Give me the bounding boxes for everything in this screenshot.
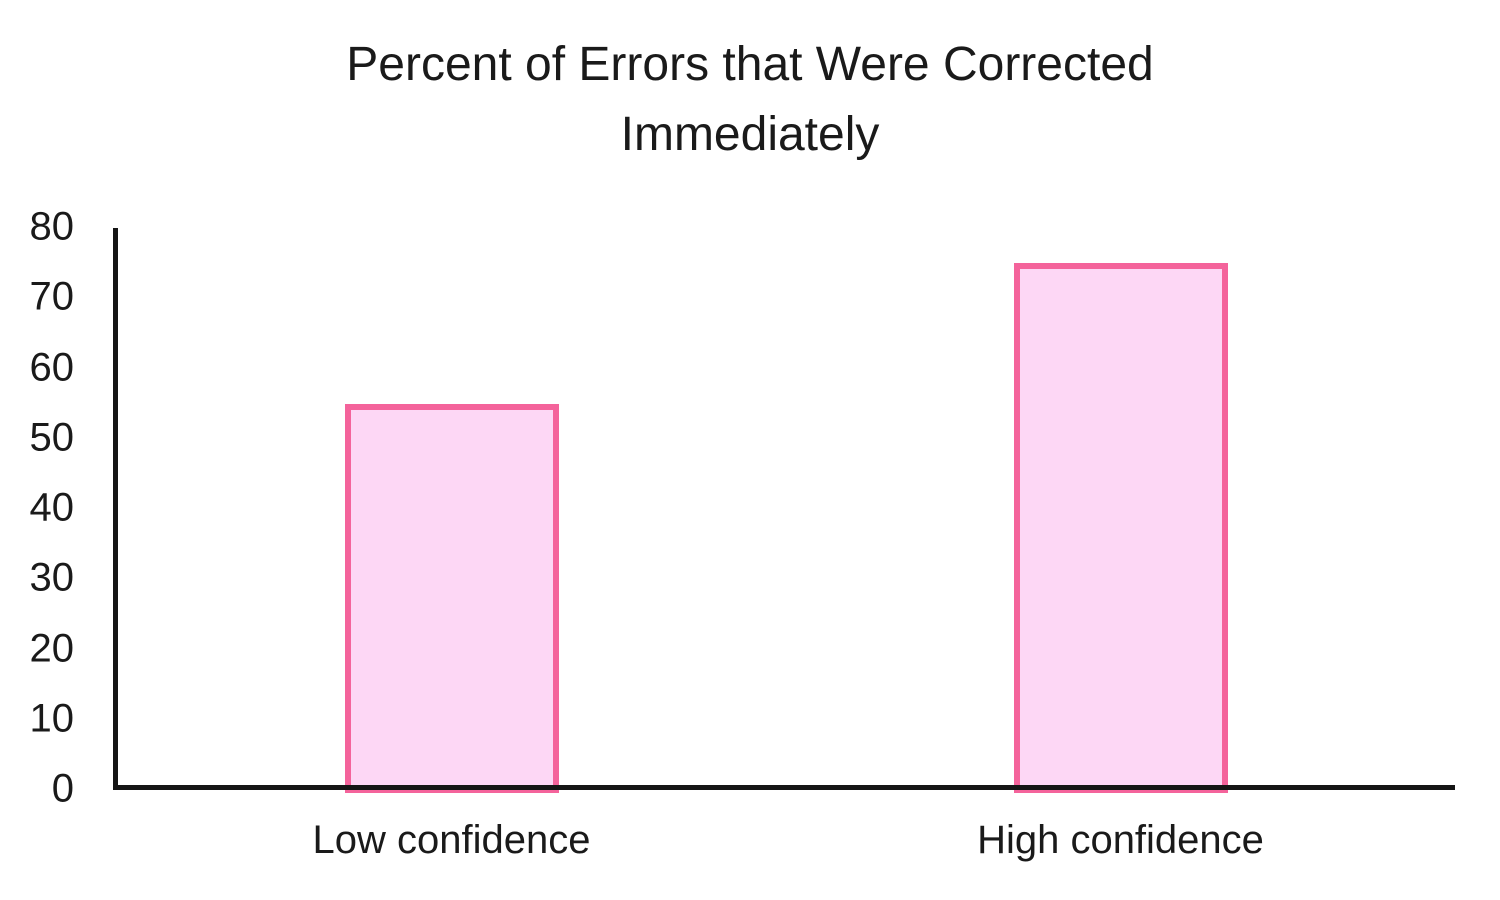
bar-low-confidence (344, 403, 559, 793)
y-tick-label: 60 (29, 345, 75, 389)
category-label-low-confidence: Low confidence (312, 818, 591, 862)
chart-title: Percent of Errors that Were Corrected Im… (346, 38, 1154, 161)
y-tick-label: 50 (29, 415, 75, 460)
y-tick-label: 30 (29, 555, 75, 600)
y-tick-label: 20 (29, 626, 75, 670)
y-tick-label: 40 (29, 485, 75, 530)
bar-high-confidence (1013, 263, 1228, 793)
y-tick-label: 10 (29, 696, 75, 741)
x-axis-line (113, 785, 1455, 790)
category-label-high-confidence: High confidence (977, 818, 1264, 862)
y-tick-label: 0 (51, 766, 74, 811)
y-axis-line (113, 228, 118, 790)
y-tick-label: 80 (29, 204, 75, 249)
y-tick-label: 70 (29, 274, 75, 319)
